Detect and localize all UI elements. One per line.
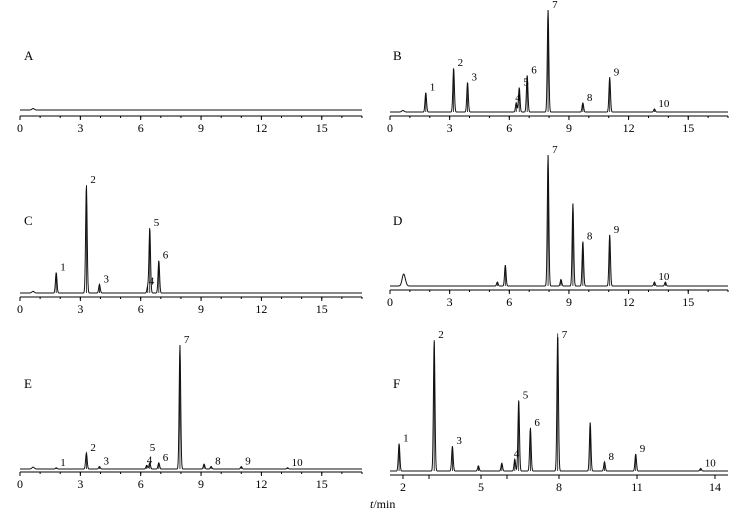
- peak-label: 9: [614, 66, 620, 78]
- trace-line: [20, 186, 362, 294]
- peak-label: 8: [609, 451, 615, 463]
- peak-label: 4: [515, 92, 521, 104]
- x-tick-label: 12: [255, 121, 267, 135]
- peak-label: 3: [103, 273, 109, 285]
- trace-line: [20, 108, 362, 111]
- x-tick-label: 3: [447, 295, 453, 309]
- panel-letter: F: [393, 376, 400, 391]
- x-tick-label: 6: [138, 121, 144, 135]
- peak-label: 6: [163, 452, 169, 464]
- peak-label: 8: [215, 456, 221, 468]
- peak-label: 1: [430, 82, 436, 94]
- x-tick-label: 3: [77, 121, 83, 135]
- peak-label: 2: [458, 57, 464, 69]
- x-tick-label: 6: [506, 121, 512, 135]
- peak-label: 9: [640, 443, 646, 455]
- x-tick-label: 9: [566, 295, 572, 309]
- peak-label: 6: [534, 417, 540, 429]
- x-tick-label: 15: [316, 477, 328, 491]
- peak-label: 6: [531, 64, 537, 76]
- peak-label: 4: [149, 276, 155, 288]
- x-tick-label: 14: [709, 480, 721, 494]
- x-tick-label: 12: [623, 295, 635, 309]
- panel-letter: E: [24, 376, 32, 391]
- trace-line: [390, 337, 728, 472]
- peak-label: 2: [438, 329, 444, 341]
- peak-label: 9: [245, 456, 251, 468]
- x-tick-label: 3: [77, 477, 83, 491]
- peak-label: 1: [60, 261, 65, 273]
- x-tick-label: 15: [682, 121, 694, 135]
- x-tick-label: 9: [198, 477, 204, 491]
- x-tick-label: 9: [566, 121, 572, 135]
- peak-label: 8: [587, 92, 593, 104]
- peak-label: 9: [614, 224, 620, 236]
- x-tick-label: 11: [631, 480, 643, 494]
- panel-letter: B: [393, 48, 402, 63]
- peak-label: 5: [523, 389, 529, 401]
- x-tick-label: 3: [447, 121, 453, 135]
- x-tick-label: 0: [17, 121, 23, 135]
- peak-label: 8: [587, 230, 593, 242]
- x-tick-label: 0: [387, 121, 393, 135]
- peak-label: 5: [154, 217, 160, 229]
- x-tick-label: 9: [198, 121, 204, 135]
- trace-line: [390, 10, 728, 113]
- x-axis-title-unit: /min: [373, 497, 395, 511]
- x-tick-label: 12: [255, 477, 267, 491]
- panel-f: F 2 5 8 11 14 1 2 3 4 5 6 7 8 9 10: [390, 329, 728, 494]
- peak-label: 10: [292, 457, 304, 469]
- x-tick-label: 5: [478, 480, 484, 494]
- peak-label: 7: [552, 0, 558, 11]
- peak-label: 5: [523, 77, 529, 89]
- x-tick-label: 15: [316, 121, 328, 135]
- peak-label: 2: [90, 174, 96, 186]
- peak-label: 2: [90, 442, 96, 454]
- x-tick-label: 6: [138, 302, 144, 316]
- peak-label: 1: [60, 457, 65, 469]
- panel-d: D 0 3 6 9 12 15 7 8 9 10: [387, 144, 729, 309]
- panel-letter: C: [24, 213, 33, 228]
- panel-a: A 0 3 6 9 12 15: [17, 48, 363, 135]
- peak-label: 3: [456, 435, 462, 447]
- x-tick-label: 6: [138, 477, 144, 491]
- x-tick-label: 15: [316, 302, 328, 316]
- peak-label: 5: [150, 442, 156, 454]
- peak-label: 10: [705, 457, 717, 469]
- x-tick-label: 0: [387, 295, 393, 309]
- x-tick-label: 0: [17, 477, 23, 491]
- x-tick-label: 0: [17, 302, 23, 316]
- peak-label: 3: [472, 71, 478, 83]
- peak-label: 7: [184, 334, 190, 346]
- x-tick-label: 6: [506, 295, 512, 309]
- trace-line: [390, 155, 728, 287]
- x-tick-label: 2: [400, 480, 406, 494]
- peak-label: 6: [163, 250, 169, 262]
- x-tick-label: 3: [77, 302, 83, 316]
- peak-label: 10: [658, 98, 670, 110]
- peak-label: 4: [514, 448, 520, 460]
- peak-label: 7: [562, 329, 568, 341]
- x-tick-label: 12: [623, 121, 635, 135]
- x-tick-label: 15: [682, 295, 694, 309]
- panel-letter: D: [393, 213, 402, 228]
- svg-text:t/min: t/min: [370, 497, 395, 511]
- x-axis-title-italic: t: [370, 497, 374, 511]
- x-axis-title: t/min: [370, 497, 395, 511]
- trace-line: [20, 345, 362, 470]
- x-tick-label: 9: [198, 302, 204, 316]
- peak-label: 7: [552, 144, 558, 156]
- x-tick-label: 12: [255, 302, 267, 316]
- peak-label: 10: [658, 271, 670, 283]
- x-tick-label: 8: [556, 480, 562, 494]
- panel-letter: A: [24, 48, 34, 63]
- peak-label: 4: [147, 454, 153, 466]
- peak-label: 3: [103, 456, 109, 468]
- peak-label: 1: [403, 432, 409, 444]
